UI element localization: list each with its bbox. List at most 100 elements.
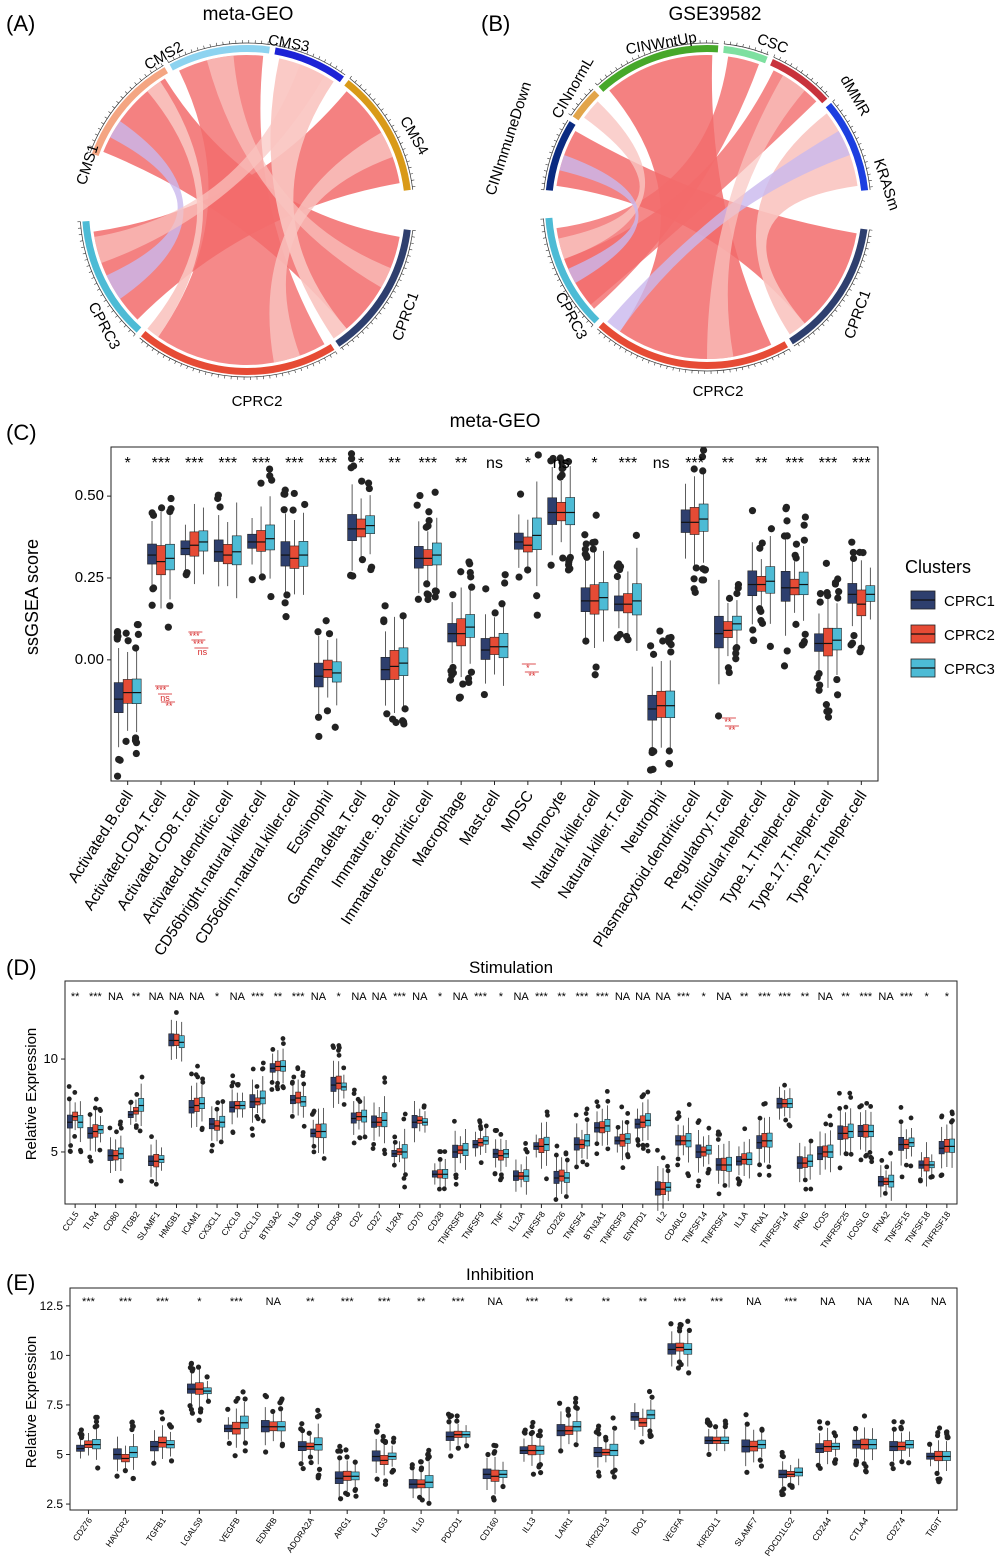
outlier-point	[193, 1072, 199, 1078]
y-tick-label: 7.5	[46, 1398, 63, 1412]
outlier-point	[68, 1149, 73, 1154]
outlier-point	[867, 1150, 873, 1155]
outlier-point	[705, 1170, 711, 1175]
significance-label: ***	[82, 1296, 96, 1308]
outlier-point	[610, 1469, 616, 1475]
box-cprc2	[315, 1123, 322, 1138]
chord-tick	[91, 277, 95, 279]
outlier-point	[533, 611, 541, 619]
outlier-point	[442, 1149, 448, 1154]
outlier-point	[200, 1079, 206, 1085]
chord-tick	[324, 59, 327, 63]
outlier-point	[837, 1106, 843, 1111]
chord-tick	[81, 246, 85, 248]
chord-tick	[581, 315, 585, 319]
significance-label: ***	[673, 1296, 687, 1308]
chord-axis	[139, 337, 336, 378]
outlier-point	[401, 1175, 407, 1181]
chord-tick	[802, 339, 805, 343]
chord-tick	[748, 45, 750, 49]
outlier-point	[167, 1423, 173, 1429]
significance-label: *	[438, 991, 443, 1003]
outlier-point	[315, 1407, 321, 1413]
outlier-point	[352, 1087, 357, 1093]
box-cprc2	[823, 627, 833, 657]
chord-tick	[160, 63, 163, 67]
chord-link	[147, 81, 204, 337]
box-cprc1	[413, 546, 424, 569]
chord-link	[558, 101, 646, 259]
chord-tick	[88, 271, 92, 273]
outlier-point	[580, 1159, 586, 1165]
chord-tick	[766, 359, 768, 363]
chord-tick	[366, 326, 369, 330]
panel-d-title: Stimulation	[469, 958, 553, 977]
panel-e-plot: 2.5 5 7.5 10 12.5 *** CD276 *** HAVCR2 *** TGFB1 * L…	[40, 1296, 951, 1558]
outlier-point	[209, 1148, 215, 1154]
outlier-point	[583, 1111, 589, 1116]
chord-tick	[797, 343, 800, 347]
significance-label: NA	[311, 991, 327, 1003]
outlier-point	[699, 565, 707, 573]
outlier-point	[381, 602, 389, 610]
outlier-point	[66, 1084, 72, 1089]
box-cprc3	[462, 1142, 469, 1156]
chord-tick	[172, 56, 175, 60]
chord-tick	[848, 288, 852, 291]
outlier-point	[87, 1154, 93, 1160]
outlier-point	[300, 1070, 306, 1075]
outlier-point	[402, 1184, 408, 1190]
chord-tick	[395, 285, 399, 287]
chord-axis	[89, 65, 164, 154]
outlier-point	[535, 1432, 542, 1438]
outlier-point	[611, 1474, 617, 1480]
chord-tick	[867, 241, 871, 244]
chord-tick	[643, 52, 646, 56]
chord-tick	[149, 70, 152, 74]
box-cprc1	[380, 656, 391, 681]
outlier-point	[792, 620, 800, 628]
outlier-point	[425, 516, 433, 525]
box-cprc3	[827, 1144, 834, 1158]
outlier-point	[205, 1398, 212, 1404]
outlier-point	[649, 1394, 655, 1400]
outlier-point	[538, 1469, 544, 1476]
outlier-point	[250, 1066, 256, 1072]
outlier-point	[477, 1118, 483, 1124]
outlier-point	[823, 1121, 829, 1127]
box-cprc1	[741, 1439, 751, 1453]
outlier-point	[257, 479, 265, 487]
outlier-point	[649, 765, 657, 773]
outlier-point	[748, 507, 757, 515]
outlier-point	[692, 564, 700, 572]
outlier-point	[315, 732, 323, 741]
outlier-point	[639, 1439, 645, 1445]
outlier-point	[371, 1141, 377, 1147]
chord-tick	[850, 125, 854, 128]
chord-link	[93, 91, 400, 320]
outlier-point	[255, 1116, 261, 1122]
significance-label: ***	[677, 991, 691, 1003]
outlier-point	[490, 1495, 497, 1501]
chord-tick	[335, 65, 338, 69]
chord-tick	[186, 366, 188, 370]
chord-tick	[394, 130, 398, 133]
significance-label: ***	[526, 1296, 540, 1308]
outlier-point	[421, 1103, 427, 1109]
chord-tick	[544, 243, 548, 245]
outlier-point	[939, 1114, 944, 1120]
panel-e-ylabel: Relative Expression	[23, 1336, 40, 1469]
outlier-point	[660, 1155, 666, 1161]
outlier-point	[616, 630, 624, 639]
outlier-point	[594, 1141, 600, 1147]
outlier-point	[668, 1321, 674, 1327]
outlier-point	[898, 1105, 904, 1110]
chord-tick	[754, 363, 756, 367]
chord-tick	[547, 157, 551, 160]
significance-label: **	[388, 455, 400, 472]
outlier-point	[260, 1118, 266, 1124]
chord-link	[106, 121, 184, 299]
outlier-point	[323, 707, 332, 715]
chord-tick	[410, 242, 414, 244]
